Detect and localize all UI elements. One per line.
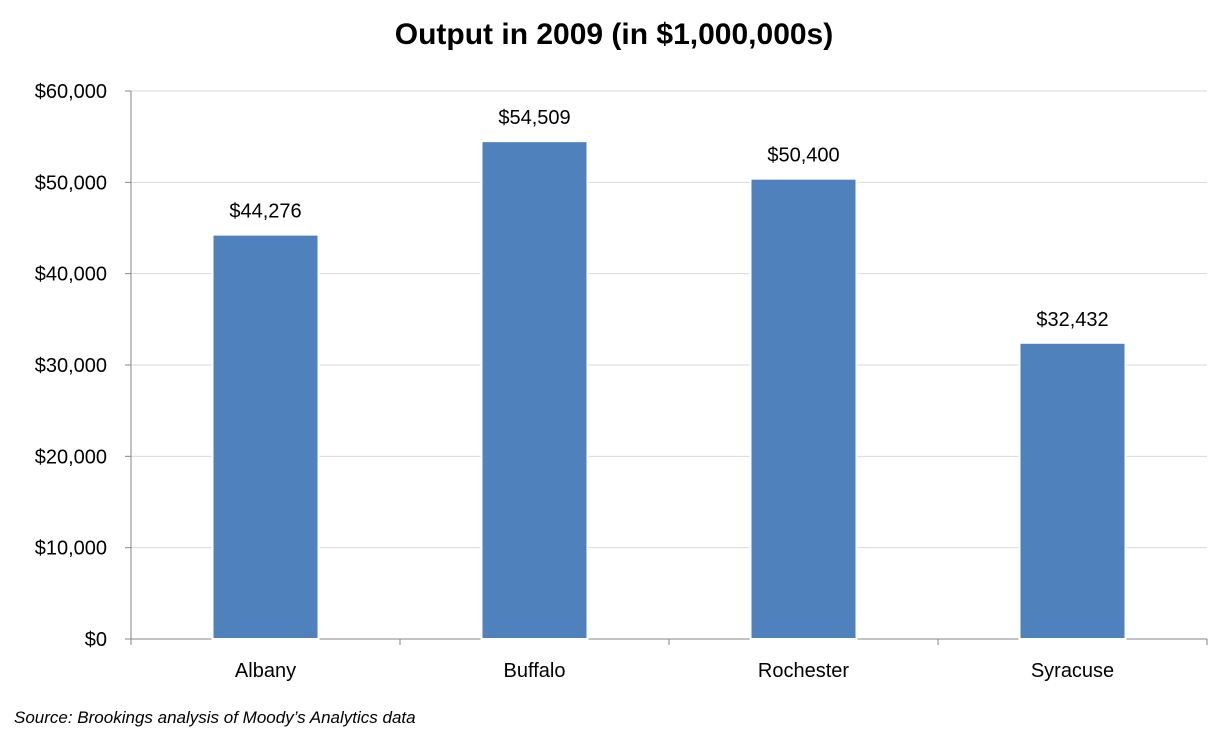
y-tick-label: $30,000	[35, 355, 107, 377]
bar-rochester	[749, 177, 858, 640]
y-tick-label: $60,000	[35, 81, 107, 103]
y-tick-label: $10,000	[35, 538, 107, 560]
data-label: $54,509	[498, 107, 570, 129]
bar-buffalo	[480, 140, 589, 641]
y-tick-label: $0	[85, 629, 107, 651]
x-tick-label: Rochester	[758, 660, 849, 682]
data-label: $50,400	[767, 145, 839, 167]
source-note: Source: Brookings analysis of Moody’s An…	[14, 708, 416, 727]
bar-albany	[211, 233, 320, 641]
data-label: $32,432	[1036, 309, 1108, 331]
x-tick-label: Albany	[235, 660, 296, 682]
y-tick-label: $20,000	[35, 446, 107, 468]
data-label: $44,276	[229, 201, 301, 223]
x-tick-labels: Albany Buffalo Rochester Syracuse	[235, 660, 1114, 682]
bar-syracuse	[1018, 341, 1127, 640]
data-labels: $44,276 $54,509 $50,400 $32,432	[229, 107, 1108, 331]
chart-title: Output in 2009 (in $1,000,000s)	[394, 18, 834, 51]
y-tick-label: $50,000	[35, 172, 107, 194]
y-tick-labels: $0 $10,000 $20,000 $30,000 $40,000 $50,000 $60…	[35, 81, 107, 651]
bar-chart: $0 $10,000 $20,000 $30,000 $40,000 $50,000 $60…	[35, 81, 1208, 682]
x-tick-label: Syracuse	[1031, 660, 1114, 682]
y-tick-label: $40,000	[35, 264, 107, 286]
bars	[211, 140, 1127, 641]
x-tick-label: Buffalo	[504, 660, 566, 682]
